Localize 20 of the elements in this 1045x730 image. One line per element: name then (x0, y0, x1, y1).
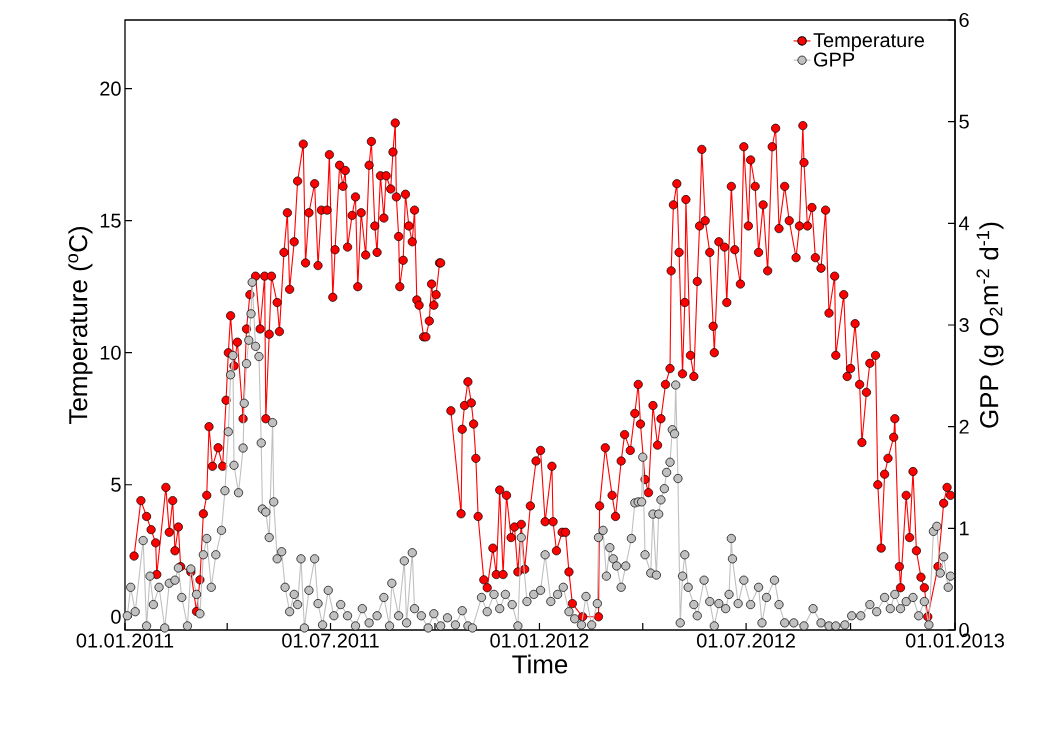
x-tick-label: 01.07.2012 (697, 633, 795, 648)
y-tick-label: 5 (111, 477, 121, 492)
y-axis-title: Temperature ($^{o}$C) (68, 227, 93, 424)
x-tick-label: 01.01.2012 (490, 633, 589, 648)
y-tick-label: 20 (100, 81, 121, 96)
x-tick-label: 01.01.2011 (76, 633, 174, 648)
x-axis-title: Time (512, 654, 568, 674)
y2-tick-label: 3 (959, 317, 969, 333)
y2-axis-title: GPP (g O$_{2}$m$^{-2}$ d$^{-1}$) (976, 222, 1004, 428)
x-tick-label: 01.07.2011 (282, 633, 379, 648)
legend-label: GPP (814, 52, 855, 67)
y2-tick-label: 6 (959, 12, 969, 28)
y2-tick-label: 4 (958, 216, 970, 231)
y2-tick-label: 2 (959, 419, 969, 434)
y-tick-label: 10 (100, 345, 121, 360)
y2-tick-label: 5 (959, 114, 969, 129)
legend-label: Temperature (813, 33, 925, 52)
y-tick-label: 0 (111, 609, 121, 624)
y-tick-label: 15 (100, 213, 121, 228)
y2-tick-label: 1 (960, 521, 969, 536)
